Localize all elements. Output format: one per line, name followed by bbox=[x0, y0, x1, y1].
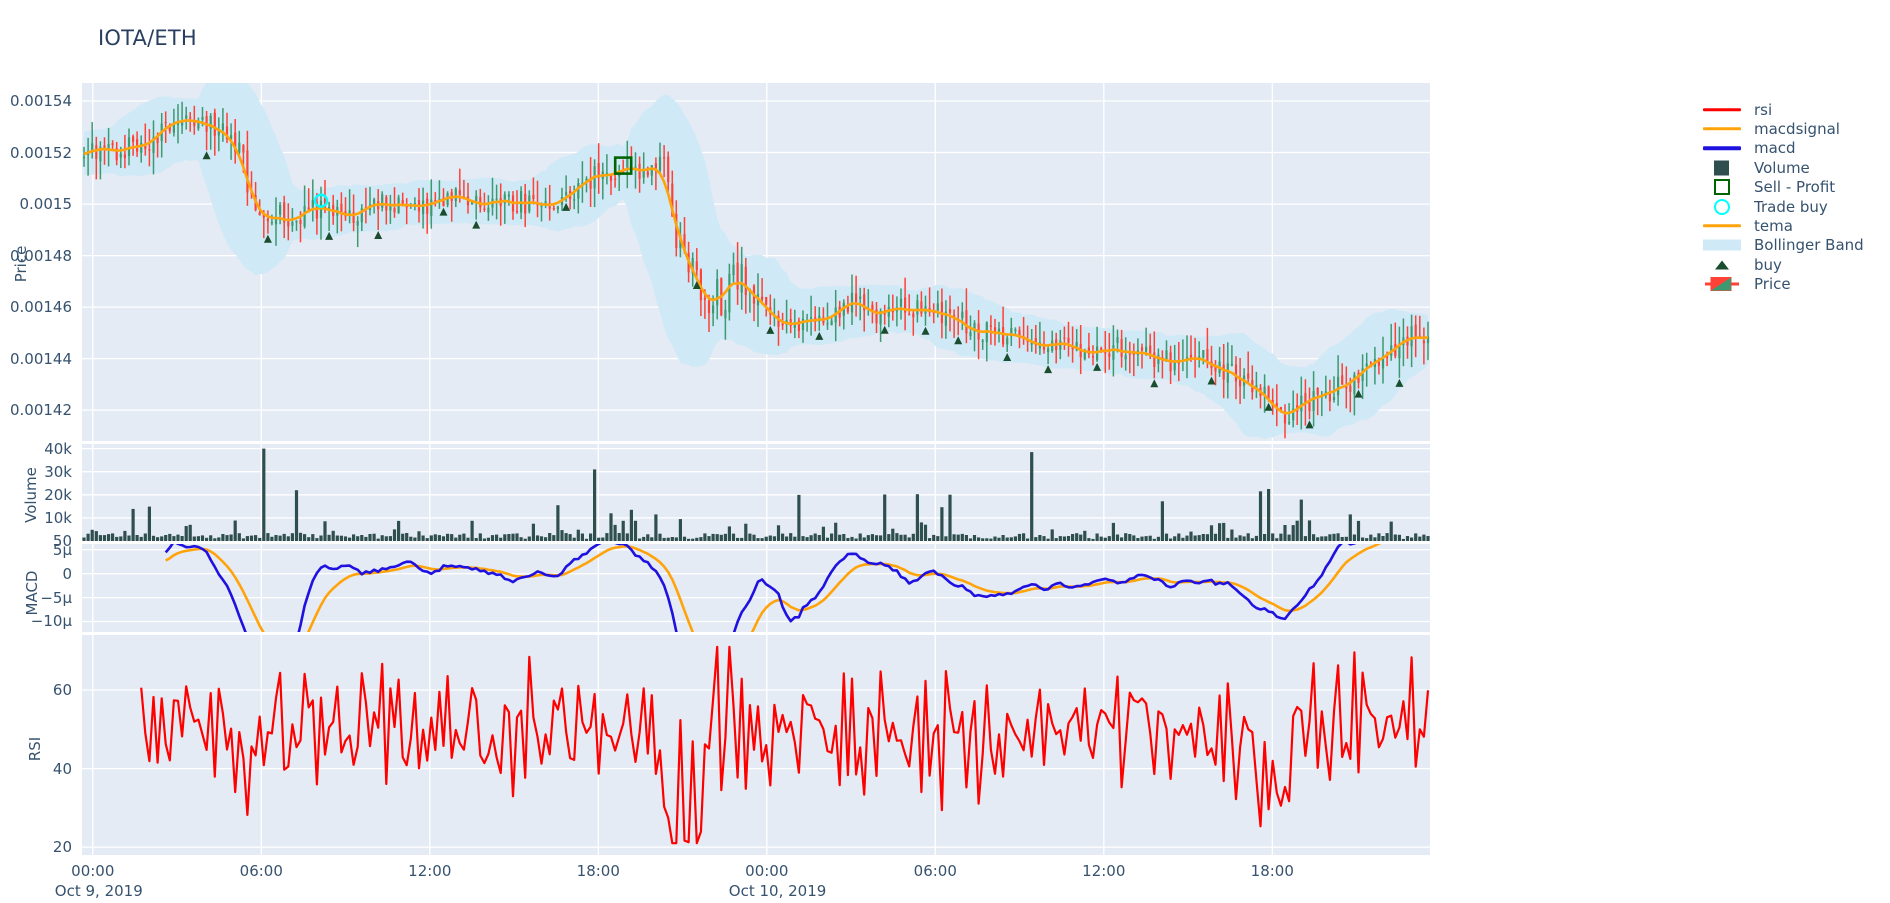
legend-item-macd[interactable]: macd bbox=[1700, 139, 1864, 158]
price-panel[interactable] bbox=[82, 83, 1430, 441]
legend-item-sell-profit[interactable]: Sell - Profit bbox=[1700, 178, 1864, 197]
x-axis-tick: 12:00 bbox=[1082, 862, 1126, 880]
legend-item-label: Trade buy bbox=[1754, 197, 1828, 216]
legend-item-label: Bollinger Band bbox=[1754, 236, 1864, 255]
macd-ytick: 5μ bbox=[52, 540, 72, 559]
macd-panel[interactable] bbox=[82, 544, 1430, 632]
x-axis-tick: 18:00 bbox=[576, 862, 620, 880]
rsi-ytick: 60 bbox=[52, 681, 72, 699]
legend-item-label: Sell - Profit bbox=[1754, 178, 1836, 197]
legend-item-bollinger-band[interactable]: Bollinger Band bbox=[1700, 236, 1864, 255]
volume-panel[interactable] bbox=[82, 444, 1430, 541]
macd-ytick: −10μ bbox=[30, 612, 72, 631]
price-ytick: 0.00144 bbox=[9, 349, 72, 368]
legend-item-price[interactable]: Price bbox=[1700, 275, 1864, 294]
price-ytick: 0.00152 bbox=[9, 143, 72, 162]
legend-item-label: macdsignal bbox=[1754, 120, 1840, 139]
volume-ytick: 10k bbox=[44, 508, 72, 527]
legend-item-label: tema bbox=[1754, 217, 1793, 236]
x-axis-tick: 12:00 bbox=[408, 862, 452, 880]
legend-item-label: rsi bbox=[1754, 100, 1773, 119]
macd-ytick: −5μ bbox=[40, 588, 72, 607]
legend-item-label: macd bbox=[1754, 139, 1796, 158]
legend-item-label: buy bbox=[1754, 255, 1782, 274]
line-swatch-icon bbox=[1700, 217, 1744, 236]
x-axis-date-label: Oct 9, 2019 bbox=[54, 882, 143, 900]
candle-swatch-icon bbox=[1700, 275, 1744, 294]
line-swatch-icon bbox=[1700, 120, 1744, 139]
legend-item-volume[interactable]: Volume bbox=[1700, 158, 1864, 177]
chart-legend[interactable]: rsi macdsignal macd Volume Sell - Profit Trad… bbox=[1700, 100, 1864, 294]
volume-ytick: 50 bbox=[52, 531, 72, 550]
rsi-panel[interactable] bbox=[82, 635, 1430, 855]
x-axis-tick: 06:00 bbox=[239, 862, 283, 880]
line-swatch-icon bbox=[1700, 100, 1744, 119]
triangle-swatch-icon bbox=[1700, 255, 1744, 274]
x-axis-tick: 00:00 bbox=[745, 862, 789, 880]
volume-ytick: 30k bbox=[44, 462, 72, 481]
band-swatch-icon bbox=[1700, 236, 1744, 255]
legend-item-macdsignal[interactable]: macdsignal bbox=[1700, 119, 1864, 138]
circle-open-swatch-icon bbox=[1700, 197, 1744, 216]
x-axis-date-label: Oct 10, 2019 bbox=[728, 882, 827, 900]
legend-item-buy[interactable]: buy bbox=[1700, 255, 1864, 274]
macd-ytick: 0 bbox=[62, 564, 72, 583]
volume-ytick: 20k bbox=[44, 485, 72, 504]
x-axis-tick: 00:00 bbox=[71, 862, 115, 880]
square-swatch-icon bbox=[1700, 158, 1744, 177]
legend-item-rsi[interactable]: rsi bbox=[1700, 100, 1864, 119]
price-ytick: 0.00146 bbox=[9, 298, 72, 317]
legend-item-tema[interactable]: tema bbox=[1700, 216, 1864, 235]
legend-item-label: Price bbox=[1754, 275, 1791, 294]
x-axis-tick: 06:00 bbox=[913, 862, 957, 880]
volume-ytick: 40k bbox=[44, 439, 72, 458]
rsi-ytick: 20 bbox=[52, 838, 72, 857]
legend-item-label: Volume bbox=[1754, 158, 1810, 177]
price-ytick: 0.00148 bbox=[9, 246, 72, 265]
chart-title: IOTA/ETH bbox=[98, 26, 197, 50]
x-axis-tick: 18:00 bbox=[1250, 862, 1294, 880]
price-ytick: 0.0015 bbox=[19, 195, 73, 214]
legend-item-trade-buy[interactable]: Trade buy bbox=[1700, 197, 1864, 216]
rsi-ytick: 40 bbox=[52, 759, 72, 778]
price-ytick: 0.00142 bbox=[9, 401, 72, 420]
square-open-swatch-icon bbox=[1700, 178, 1744, 197]
price-ytick: 0.00154 bbox=[9, 92, 72, 111]
line-swatch-icon bbox=[1700, 139, 1744, 158]
